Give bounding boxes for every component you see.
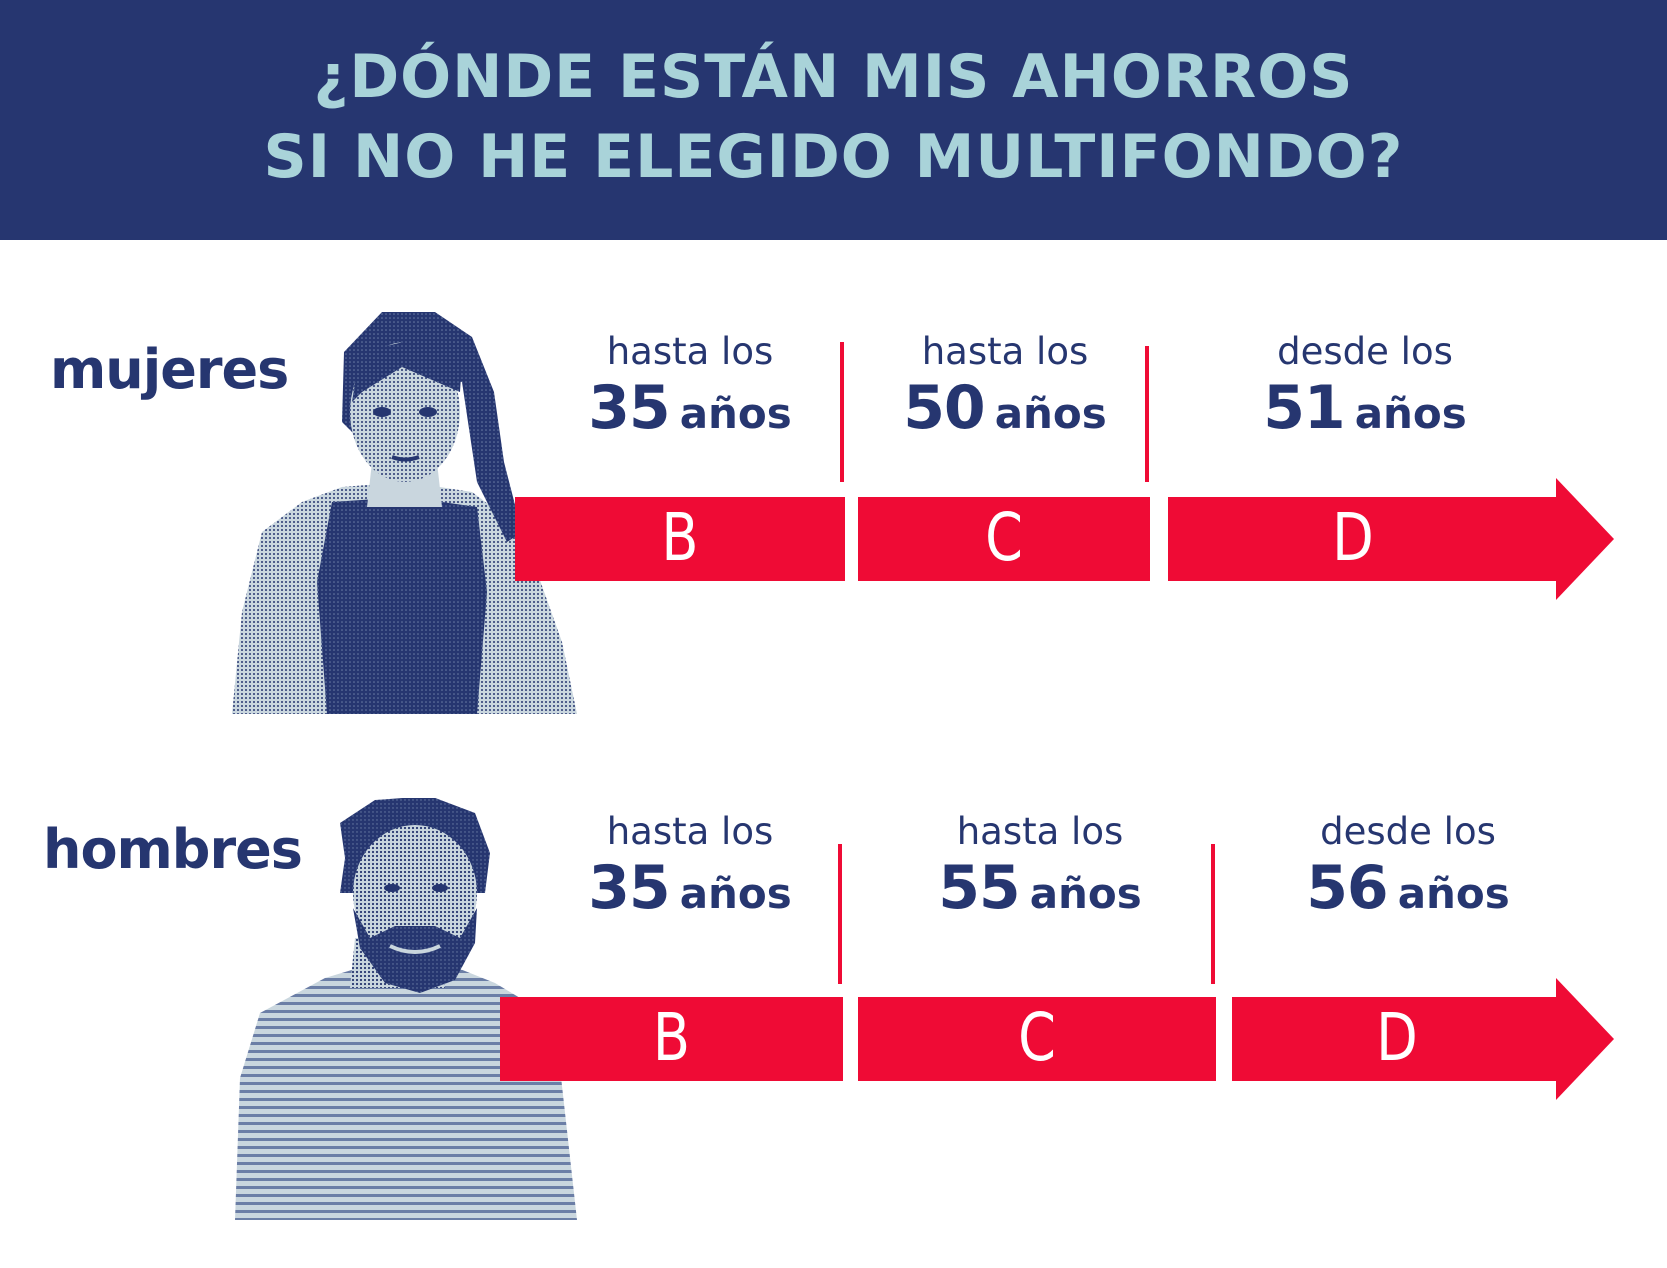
row-hombres: hombres has — [0, 780, 1667, 1220]
stage-age: 35 años — [565, 376, 815, 455]
row-label: mujeres — [50, 338, 289, 401]
stage-age: 50 años — [880, 376, 1130, 455]
fund-segment-c: C — [858, 497, 1150, 581]
title-line-1: ¿DÓNDE ESTÁN MIS AHORROS — [313, 42, 1354, 112]
row-mujeres: mujeres hasta los 35 años — [0, 300, 1667, 720]
man-photo — [235, 798, 577, 1220]
stage-prefix: hasta los — [921, 330, 1089, 373]
age-unit: años — [679, 869, 792, 918]
fund-segment-b: B — [500, 997, 843, 1081]
divider-line — [838, 844, 842, 984]
woman-photo — [232, 312, 577, 714]
divider-line — [1211, 844, 1215, 984]
divider-line — [1145, 346, 1149, 482]
age-unit: años — [994, 389, 1107, 438]
stage-age: 35 años — [565, 856, 815, 935]
stage-prefix: desde los — [1320, 810, 1496, 853]
fund-letter: C — [985, 499, 1023, 576]
fund-letter: C — [1018, 999, 1056, 1076]
age-unit: años — [1397, 869, 1510, 918]
age-unit: años — [1029, 869, 1142, 918]
fund-letter: B — [652, 999, 691, 1076]
age-unit: años — [1354, 389, 1467, 438]
stage-age: 56 años — [1283, 856, 1533, 935]
fund-segment-c: C — [858, 997, 1216, 1081]
divider-line — [840, 342, 844, 482]
fund-letter: B — [661, 499, 699, 576]
fund-segment-d: D — [1232, 997, 1556, 1081]
title-banner: ¿DÓNDE ESTÁN MIS AHORROS SI NO HE ELEGID… — [0, 0, 1667, 240]
stage-prefix: hasta los — [606, 330, 774, 373]
stage-prefix: desde los — [1277, 330, 1453, 373]
stage-2: hasta los 55 años — [915, 810, 1165, 935]
stage-age: 55 años — [915, 856, 1165, 935]
title-line-2: SI NO HE ELEGIDO MULTIFONDO? — [263, 122, 1404, 192]
age-number: 55 — [938, 853, 1020, 923]
stage-age: 51 años — [1240, 376, 1490, 455]
stage-prefix: hasta los — [956, 810, 1124, 853]
age-number: 35 — [588, 853, 670, 923]
age-number: 50 — [903, 373, 985, 443]
fund-segment-d: D — [1168, 497, 1556, 581]
stage-1: hasta los 35 años — [565, 330, 815, 455]
arrow-head — [1556, 978, 1614, 1100]
arrow-head — [1556, 478, 1614, 600]
age-number: 35 — [588, 373, 670, 443]
age-number: 56 — [1306, 853, 1388, 923]
fund-letter: D — [1376, 999, 1418, 1076]
stage-2: hasta los 50 años — [880, 330, 1130, 455]
age-unit: años — [679, 389, 792, 438]
fund-segment-b: B — [515, 497, 845, 581]
stage-1: hasta los 35 años — [565, 810, 815, 935]
age-number: 51 — [1263, 373, 1345, 443]
stage-prefix: hasta los — [606, 810, 774, 853]
stage-3: desde los 51 años — [1240, 330, 1490, 455]
stage-3: desde los 56 años — [1283, 810, 1533, 935]
fund-letter: D — [1332, 499, 1374, 576]
row-label: hombres — [43, 818, 303, 881]
